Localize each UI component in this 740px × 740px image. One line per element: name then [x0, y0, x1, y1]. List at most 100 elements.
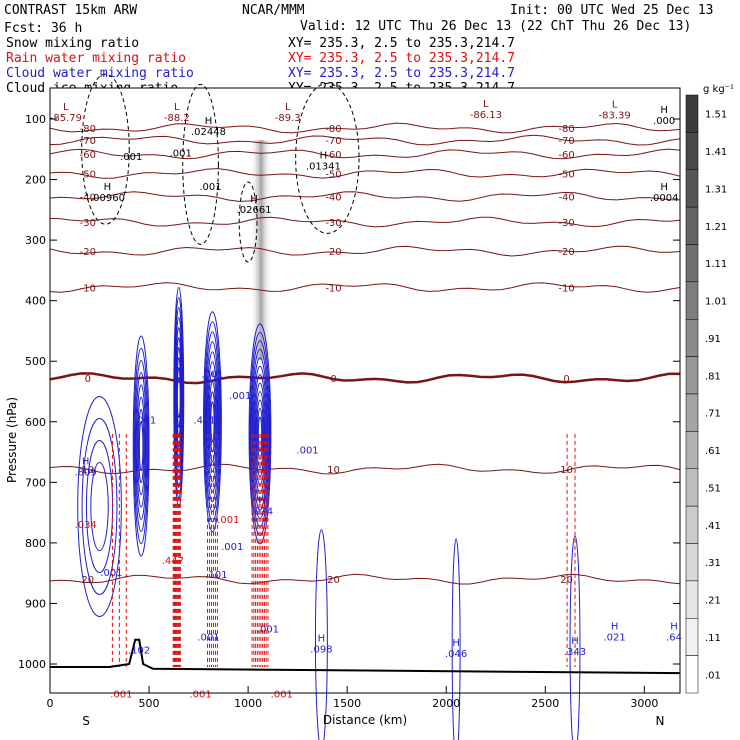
colorbar-swatch: [685, 543, 699, 582]
plot-area: -80 -80 -80-70 -70 -70-60 -60 -60-50 -50 -50-40-…: [18, 73, 682, 740]
isotherm-label: 20: [81, 575, 94, 586]
rain-water-contours: [111, 433, 576, 668]
colorbar-label: 1.01: [705, 297, 727, 308]
isotherm-label: -30: [558, 218, 574, 229]
isotherm-line: [49, 282, 681, 293]
cloud-water-contour: [207, 371, 218, 473]
contour-labels: L-85.79L-88.2L-89.3L-86.13L-83.39H.02448…: [50, 99, 682, 700]
extremum-kind: H: [660, 105, 668, 116]
contour-value-label: .001: [189, 689, 211, 700]
colorbar-label: .81: [705, 371, 721, 382]
isotherm-line: [49, 216, 681, 228]
colorbar-label: 1.31: [705, 184, 727, 195]
contour-value-label: .001: [100, 568, 122, 579]
cloud-water-contour: [254, 382, 266, 486]
isotherm-label: -50: [558, 170, 574, 181]
y-axis-title: Pressure (hPa): [5, 397, 19, 483]
cloud-water-contour: [206, 351, 219, 493]
extremum-value: .01341: [306, 161, 341, 172]
snow-contour: [81, 73, 130, 225]
cloud-water-contour: [257, 416, 263, 452]
colorbar-swatch: [685, 319, 699, 357]
cloud-water-contour: [205, 341, 220, 503]
extremum-kind: H: [205, 116, 213, 127]
contour-value-label: .447: [162, 556, 184, 567]
isotherm-line: [49, 168, 681, 179]
cloud-water-contour: [208, 381, 217, 463]
cloud-water-contour: [248, 323, 272, 545]
isotherm-label: 0: [85, 374, 91, 385]
contour-value-label: .001: [229, 391, 251, 402]
plot-background: [50, 88, 680, 693]
terrain-surface: [50, 638, 681, 675]
extremum-value: -89.3: [275, 113, 301, 124]
x-axis-ticks: 0 500 1000 1500 2000 2500 3000: [47, 686, 658, 710]
isotherm-line: [49, 134, 681, 146]
extremum-value: -83.39: [598, 111, 630, 122]
cloud-water-contour: [204, 331, 221, 513]
isotherm-line: [49, 463, 681, 475]
terrain-line: [50, 638, 681, 675]
colorbar-swatch: [685, 393, 699, 432]
extremum-value: .0004: [650, 193, 679, 204]
extremum-value: .809: [75, 467, 97, 478]
contour-value-label: .034: [75, 520, 97, 531]
colorbar-label: .31: [705, 558, 721, 569]
isotherm-label: -80: [325, 124, 341, 135]
contour-value-label: .001: [271, 689, 293, 700]
extremum-kind: L: [285, 102, 291, 113]
cloud-water-contour: [256, 399, 264, 469]
y-tick-label: 400: [25, 295, 46, 308]
isotherm-label: -40: [558, 193, 574, 204]
isotherm-label: -40: [80, 193, 96, 204]
isotherm-label: -60: [80, 150, 96, 161]
extremum-kind: H: [250, 194, 258, 205]
extremum-kind: H: [660, 182, 668, 193]
cloud-water-contour: [252, 365, 268, 503]
cloud-water-contour: [135, 372, 147, 520]
valid-time: Valid: 12 UTC Thu 26 Dec 13 (22 ChT Thu …: [300, 19, 691, 34]
colorbar-swatch: [685, 169, 699, 208]
extremum-kind: L: [63, 102, 69, 113]
contour-value-label: .001: [110, 689, 132, 700]
extremum-value: -88.2: [164, 113, 190, 124]
snow-contour: [295, 82, 360, 234]
cloud-water-contour: [207, 361, 218, 483]
colorbar-unit: g kg⁻¹: [703, 84, 734, 95]
colorbar-swatch: [685, 431, 699, 469]
extremum-value: -85.79: [50, 113, 82, 124]
cloud-water-contour: [77, 396, 122, 618]
colorbar-label: 1.51: [705, 110, 727, 121]
colorbar-label: 1.21: [705, 222, 727, 233]
cloud-water-contours: [77, 287, 581, 740]
extremum-kind: L: [174, 102, 180, 113]
isotherm-label: -40: [325, 193, 341, 204]
isotherm-label: -20: [80, 247, 96, 258]
extremum-value: .000: [653, 116, 675, 127]
contour-value-label: .001: [201, 370, 223, 381]
colorbar-swatch: [685, 468, 699, 507]
isotherm-line: [49, 191, 681, 202]
isotherm-label: -50: [325, 170, 341, 181]
contour-value-label: .001: [170, 149, 192, 160]
extremum-value: .021: [603, 633, 625, 644]
isotherm-label: -60: [325, 150, 341, 161]
isotherm-line: [49, 122, 681, 134]
isotherm-label: -70: [325, 136, 341, 147]
extremum-kind: L: [483, 99, 489, 110]
cloud-water-contour: [132, 335, 150, 557]
y-tick-label: 100: [25, 113, 46, 126]
isotherm-label: -70: [80, 136, 96, 147]
cloud-water-contour: [137, 396, 146, 496]
extremum-kind: H: [670, 622, 678, 633]
cloud-water-contour: [250, 340, 270, 528]
y-tick-label: 300: [25, 234, 46, 247]
extremum-value: .024: [251, 507, 273, 518]
contour-value-label: .001: [120, 152, 142, 163]
colorbar-swatch: [685, 618, 699, 656]
extremum-kind: L: [612, 100, 618, 111]
isotherm-label: 0: [330, 374, 336, 385]
forecast-hour: Fcst: 36 h: [4, 21, 82, 36]
isotherm-line: [49, 372, 681, 385]
